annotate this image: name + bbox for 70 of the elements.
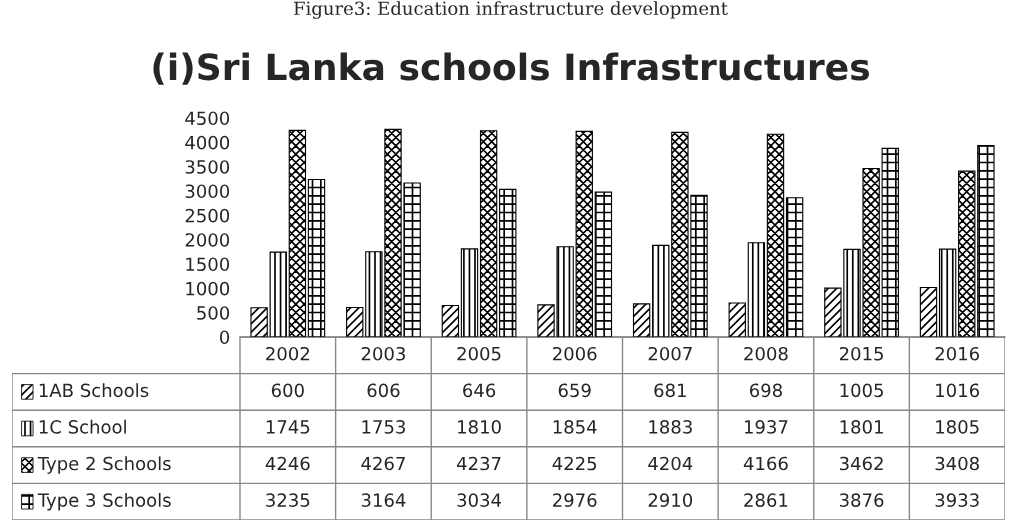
data-label: 681 (654, 383, 686, 398)
data-label: 3164 (361, 493, 406, 507)
bar (919, 286, 938, 337)
data-label: 4225 (552, 456, 597, 471)
bar (307, 179, 326, 337)
data-label: 1805 (936, 420, 979, 434)
y-tick-label: 2000 (185, 233, 230, 247)
data-label: 1801 (840, 420, 883, 434)
y-tick-label: 4500 (185, 111, 230, 126)
x-tick-label: 2008 (744, 346, 788, 361)
data-label: 4204 (648, 456, 693, 471)
bar (747, 242, 766, 337)
y-tick-label: 3500 (185, 160, 230, 174)
x-tick-label: 2016 (935, 346, 980, 361)
y-tick-label: 0 (219, 330, 230, 345)
x-tick-label: 2015 (839, 346, 883, 361)
data-label: 2976 (553, 493, 597, 507)
data-label: 600 (271, 383, 304, 398)
data-label: 659 (558, 383, 591, 398)
legend-label: 1C School (39, 419, 126, 434)
data-label: 4166 (743, 456, 788, 471)
chart-title: (i)Sri Lanka schools Infrastructures (153, 52, 869, 85)
x-tick-label: 2007 (648, 346, 692, 361)
y-tick-label: 3000 (185, 184, 230, 199)
bar (785, 197, 804, 337)
data-label: 2910 (648, 493, 693, 507)
data-label: 1937 (744, 420, 788, 434)
bar (499, 188, 517, 337)
data-label: 3408 (935, 456, 979, 471)
y-tick-label: 4000 (185, 135, 230, 150)
data-label: 1753 (362, 420, 405, 434)
bar (479, 130, 498, 337)
data-label: 698 (749, 383, 782, 398)
x-tick-label: 2005 (457, 346, 501, 361)
data-label: 4267 (361, 456, 405, 471)
legend-label: 1AB Schools (39, 383, 149, 398)
data-label: 3235 (266, 493, 310, 507)
data-label: 1745 (266, 420, 310, 434)
bar (460, 248, 479, 337)
bar (288, 129, 307, 337)
bar (632, 303, 651, 337)
y-tick-label: 2500 (185, 208, 230, 223)
legend-label: Type 3 Schools (37, 492, 171, 511)
data-label: 3876 (839, 493, 884, 507)
data-label: 1854 (553, 420, 597, 434)
x-tick-label: 2003 (361, 346, 405, 361)
data-label: 4237 (456, 456, 501, 471)
y-tick-label: 500 (197, 306, 230, 320)
bar (766, 133, 785, 337)
y-tick-label: 1000 (186, 281, 230, 296)
data-label: 646 (463, 383, 496, 398)
data-label: 2861 (744, 493, 788, 507)
legend-label: Type 2 Schools (37, 456, 171, 474)
data-label: 1810 (458, 420, 501, 434)
data-label: 3034 (457, 493, 502, 507)
data-label: 1016 (936, 383, 980, 398)
data-label: 3933 (935, 493, 979, 507)
bar (441, 305, 460, 337)
caption: Figure3: Education infrastructure development (294, 1, 728, 19)
x-tick-label: 2006 (553, 346, 597, 361)
bar (728, 302, 746, 337)
data-label: 606 (367, 383, 400, 398)
bar (938, 248, 957, 337)
data-label: 3462 (839, 456, 883, 471)
y-tick-label: 1500 (186, 257, 230, 272)
data-label: 1883 (649, 420, 692, 434)
x-tick-label: 2002 (266, 346, 309, 361)
data-label: 1005 (840, 383, 883, 398)
data-label: 4246 (265, 456, 310, 471)
bar (594, 191, 613, 337)
